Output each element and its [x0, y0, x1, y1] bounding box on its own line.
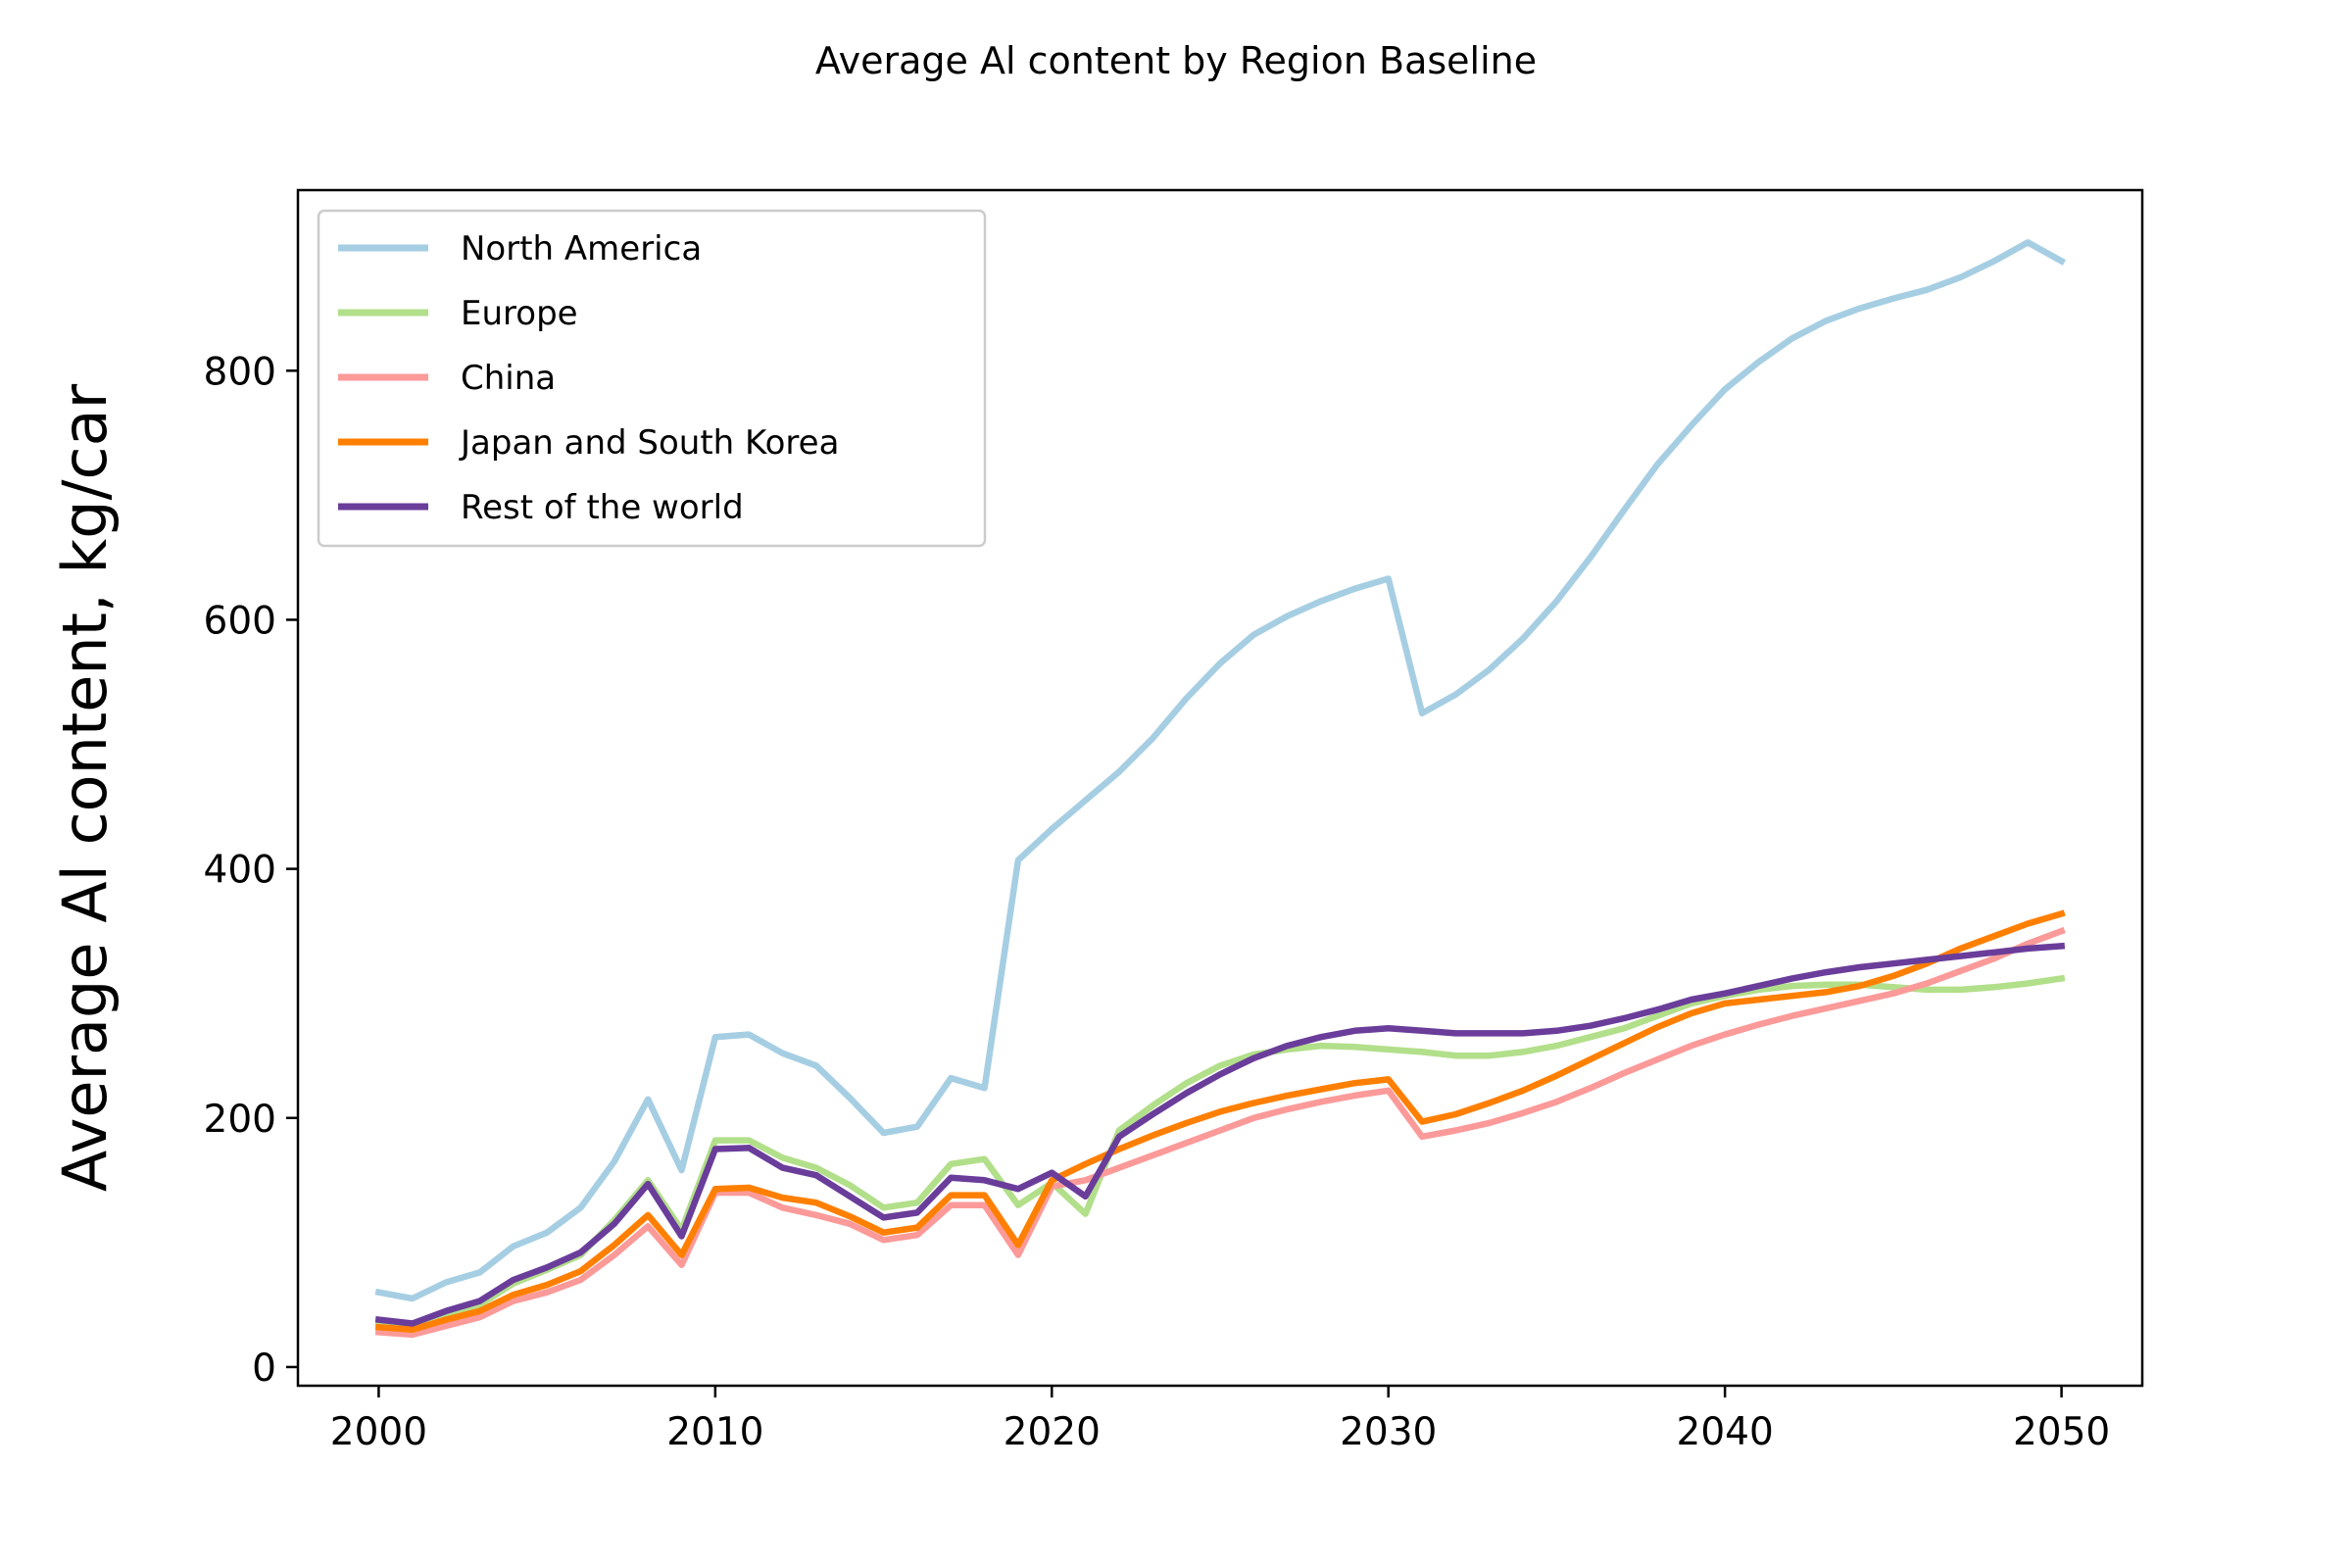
x-tick-label: 2040 [1677, 1410, 1774, 1454]
y-tick-label: 800 [204, 350, 276, 394]
y-axis-label: Average Al content, kg/car [49, 383, 121, 1192]
legend-label: Rest of the world [461, 488, 744, 527]
x-tick-label: 2020 [1004, 1410, 1101, 1454]
series-line-japan-and-south-korea [374, 909, 2066, 1334]
y-tick-label: 400 [204, 849, 276, 893]
y-tick-label: 0 [252, 1347, 276, 1391]
legend-label: China [461, 359, 556, 398]
legend-label: Japan and South Korea [459, 423, 839, 463]
series-line-rest-of-the-world [374, 942, 2066, 1327]
x-tick-label: 2000 [330, 1410, 427, 1454]
legend: North America Europe China Japan and South … [317, 209, 987, 548]
plot-frame [296, 188, 2144, 1388]
legend-label: Europe [461, 294, 578, 333]
legend-box [317, 209, 987, 548]
series-line-china [374, 926, 2066, 1339]
x-tick-label: 2050 [2013, 1410, 2110, 1454]
y-tick-label: 200 [204, 1098, 276, 1142]
x-tick-label: 2030 [1340, 1410, 1437, 1454]
legend-label: North America [461, 229, 702, 269]
y-tick-label: 600 [204, 599, 276, 643]
chart-title: Average Al content by Region Baseline [815, 39, 1537, 82]
series-line-north-america [374, 239, 2067, 1302]
x-tick-label: 2010 [666, 1410, 763, 1454]
plot-area: 2000 2010 2020 2030 2040 2050 0 200 400 600 800 Nor… [204, 188, 2144, 1454]
